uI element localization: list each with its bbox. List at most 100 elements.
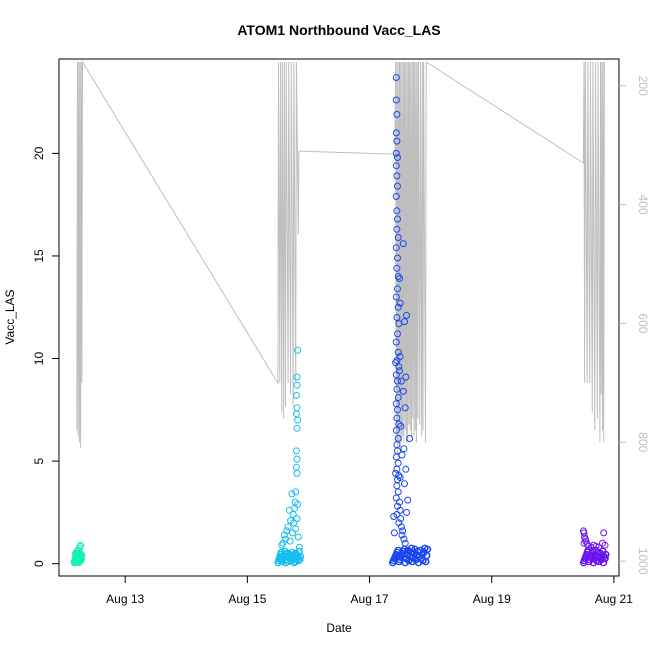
data-point bbox=[294, 346, 302, 354]
data-point bbox=[398, 531, 406, 539]
data-point bbox=[76, 558, 84, 566]
data-point bbox=[399, 240, 407, 248]
data-point bbox=[403, 508, 410, 516]
data-point bbox=[293, 404, 301, 412]
data-point bbox=[394, 182, 401, 190]
data-point bbox=[394, 254, 401, 262]
data-point bbox=[393, 465, 401, 473]
data-point bbox=[393, 110, 401, 118]
data-point bbox=[293, 455, 301, 463]
data-point bbox=[392, 426, 400, 434]
y2-tick-label: 1000 bbox=[636, 548, 650, 575]
data-point bbox=[396, 275, 403, 282]
y-tick-label: 10 bbox=[32, 352, 46, 366]
data-point bbox=[392, 129, 400, 137]
x-tick-label: Aug 15 bbox=[228, 592, 266, 606]
data-point bbox=[595, 558, 603, 566]
data-point bbox=[294, 533, 302, 541]
data-point bbox=[292, 392, 300, 399]
data-point bbox=[394, 459, 402, 467]
y-tick-label: 0 bbox=[32, 560, 46, 567]
data-point bbox=[73, 547, 81, 555]
data-point bbox=[395, 420, 403, 428]
data-point bbox=[78, 552, 86, 559]
data-point bbox=[278, 541, 286, 549]
data-point bbox=[394, 215, 401, 223]
data-point bbox=[286, 537, 294, 545]
data-point bbox=[394, 234, 402, 241]
data-point bbox=[399, 527, 407, 535]
data-point bbox=[394, 330, 401, 338]
data-point bbox=[394, 488, 402, 496]
x-tick-label: Aug 21 bbox=[595, 592, 633, 606]
data-point bbox=[393, 172, 401, 180]
data-point bbox=[285, 506, 293, 514]
data-point bbox=[394, 273, 402, 280]
x-tick-label: Aug 13 bbox=[106, 592, 144, 606]
points-layer bbox=[70, 74, 610, 567]
data-point bbox=[289, 511, 297, 518]
data-point bbox=[601, 555, 609, 563]
data-point bbox=[295, 547, 303, 555]
data-point bbox=[77, 541, 85, 549]
data-point bbox=[280, 531, 288, 539]
data-point bbox=[393, 385, 401, 393]
data-point bbox=[293, 515, 301, 523]
depth-line-layer bbox=[76, 60, 605, 455]
data-point bbox=[403, 311, 410, 319]
data-point bbox=[398, 451, 406, 459]
data-point bbox=[396, 353, 404, 360]
data-point bbox=[396, 474, 404, 481]
x-tick-label: Aug 17 bbox=[351, 592, 389, 606]
data-point bbox=[400, 445, 408, 453]
data-point bbox=[296, 543, 303, 551]
data-point bbox=[392, 149, 400, 157]
y-tick-label: 15 bbox=[32, 249, 46, 263]
data-point bbox=[396, 367, 403, 375]
data-point bbox=[72, 549, 79, 557]
data-point bbox=[602, 551, 610, 558]
data-point bbox=[400, 535, 408, 543]
data-point bbox=[397, 523, 405, 531]
data-point bbox=[394, 406, 401, 414]
data-point bbox=[397, 377, 405, 385]
y-tick-label: 5 bbox=[32, 457, 46, 464]
data-point bbox=[394, 285, 401, 293]
data-point bbox=[402, 559, 409, 567]
data-point bbox=[292, 525, 300, 533]
data-point bbox=[289, 529, 296, 537]
data-point bbox=[399, 387, 407, 395]
data-point bbox=[392, 293, 400, 301]
data-point bbox=[292, 463, 300, 471]
data-point bbox=[397, 515, 405, 523]
x-axis: Aug 13 Aug 15 Aug 17 Aug 19 Aug 21 bbox=[106, 576, 633, 606]
data-point bbox=[417, 546, 425, 554]
data-point bbox=[393, 314, 401, 321]
data-point bbox=[392, 494, 400, 502]
data-point bbox=[394, 394, 402, 401]
data-point bbox=[393, 264, 401, 272]
data-point bbox=[390, 513, 398, 520]
data-point bbox=[600, 529, 608, 537]
data-point bbox=[293, 424, 301, 432]
data-point bbox=[392, 193, 400, 200]
y-tick-label: 20 bbox=[32, 146, 46, 160]
data-point bbox=[394, 348, 402, 356]
data-point bbox=[392, 453, 400, 461]
data-point bbox=[392, 359, 400, 367]
data-point bbox=[293, 469, 301, 477]
data-point bbox=[296, 556, 304, 564]
data-point bbox=[279, 539, 287, 547]
data-point bbox=[393, 207, 401, 215]
data-point bbox=[390, 529, 398, 537]
data-point bbox=[294, 416, 302, 424]
data-point bbox=[395, 472, 403, 479]
data-point bbox=[396, 299, 404, 307]
data-point bbox=[406, 435, 414, 442]
x-tick-label: Aug 19 bbox=[473, 592, 511, 606]
data-point bbox=[393, 414, 401, 422]
y-axis-label: Vacc_LAS bbox=[3, 289, 17, 344]
y-axis: 0 5 10 15 20 bbox=[32, 146, 59, 567]
y2-tick-label: 400 bbox=[636, 195, 650, 215]
